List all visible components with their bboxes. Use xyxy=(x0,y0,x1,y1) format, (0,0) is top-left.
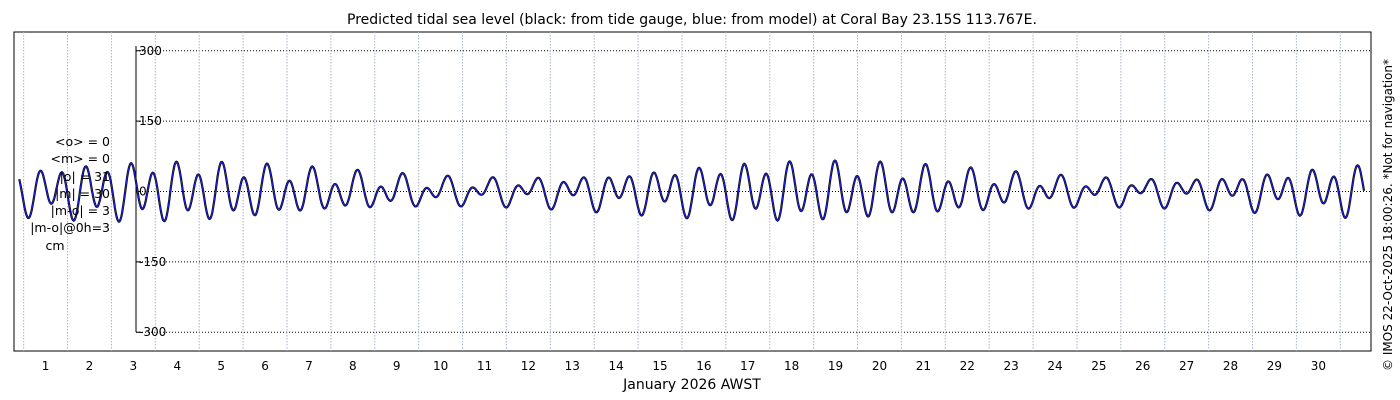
stat-abs-difference: |m-o| = 3 xyxy=(50,203,110,219)
stat-abs-difference-0h: |m-o|@0h=3 xyxy=(30,220,110,236)
stat-mean-observed: <o> = 0 xyxy=(55,134,110,149)
x-tick-label: 21 xyxy=(916,359,931,373)
x-tick-label: 26 xyxy=(1135,359,1150,373)
x-tick-label: 16 xyxy=(696,359,711,373)
x-tick-label: 5 xyxy=(217,359,225,373)
x-tick-label: 3 xyxy=(130,359,138,373)
chart-title: Predicted tidal sea level (black: from t… xyxy=(347,12,1037,28)
x-tick-label: 8 xyxy=(349,359,357,373)
y-tick-label: -150 xyxy=(139,255,166,269)
x-tick-label: 14 xyxy=(608,359,623,373)
stat-unit: cm xyxy=(45,237,65,253)
stat-mean-model: <m> = 0 xyxy=(50,151,111,167)
y-tick-label: 150 xyxy=(139,114,162,128)
credit-text: © IMOS 22-Oct-2025 18:00:26. *Not for na… xyxy=(1381,59,1395,371)
x-tick-label: 15 xyxy=(652,359,667,373)
y-tick-label: -300 xyxy=(139,325,166,339)
x-tick-label: 30 xyxy=(1311,359,1326,373)
x-tick-label: 2 xyxy=(86,359,94,373)
x-tick-label: 9 xyxy=(393,359,401,373)
series-line-model xyxy=(18,160,1365,223)
statistics-panel: <o> = 0 <m> = 0 |o| = 31 |m| = 30 |m-o| … xyxy=(14,133,110,254)
x-tick-label: 24 xyxy=(1047,359,1062,373)
x-tick-label: 27 xyxy=(1179,359,1194,373)
x-tick-label: 28 xyxy=(1223,359,1238,373)
x-tick-label: 17 xyxy=(740,359,755,373)
x-tick-label: 6 xyxy=(261,359,269,373)
x-tick-label: 7 xyxy=(305,359,313,373)
x-tick-label: 18 xyxy=(784,359,799,373)
x-tick-label: 11 xyxy=(477,359,492,373)
x-tick-label: 19 xyxy=(828,359,843,373)
x-tick-label: 12 xyxy=(521,359,536,373)
x-tick-label: 25 xyxy=(1091,359,1106,373)
x-tick-label: 23 xyxy=(1003,359,1018,373)
y-tick-label: 300 xyxy=(139,44,162,58)
x-tick-label: 29 xyxy=(1267,359,1282,373)
x-tick-label: 13 xyxy=(565,359,580,373)
x-tick-label: 20 xyxy=(872,359,887,373)
x-axis-label: January 2026 AWST xyxy=(622,377,761,393)
x-axis: 1 2 3 4 5 6 7 8 9 10 11 12 13 14 15 16 17 18 19 20 21 22 23 24 2… xyxy=(42,359,1326,373)
series-layer xyxy=(18,159,1366,223)
x-tick-label: 1 xyxy=(42,359,50,373)
stat-abs-observed: |o| = 31 xyxy=(59,168,110,184)
x-tick-label: 4 xyxy=(173,359,181,373)
x-tick-label: 10 xyxy=(433,359,448,373)
stat-abs-model: |m| = 30 xyxy=(55,185,110,201)
x-tick-label: 22 xyxy=(960,359,975,373)
y-tick-label: 0 xyxy=(139,185,147,199)
